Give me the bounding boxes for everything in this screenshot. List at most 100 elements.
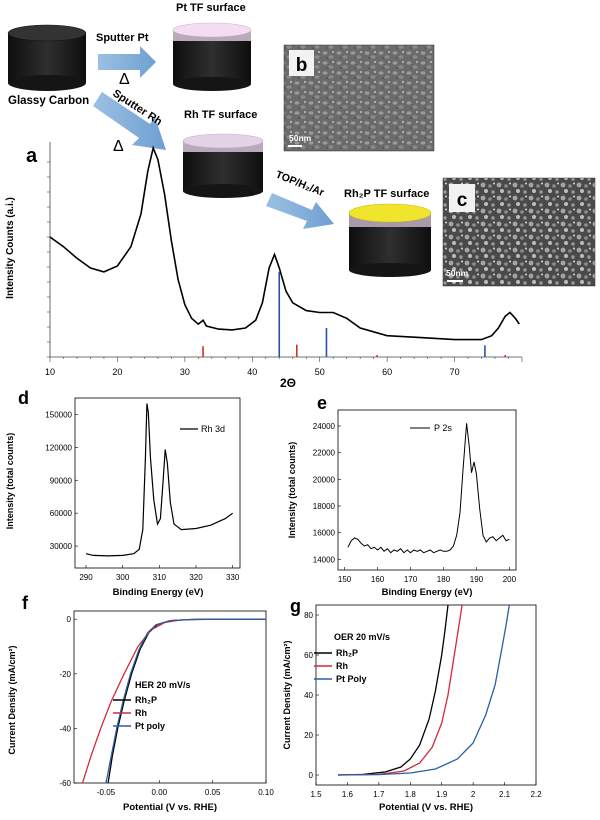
top-process-label: TOP/H₂/Ar bbox=[274, 169, 326, 199]
chart-e-legend-label: P 2s bbox=[434, 423, 452, 433]
chart-f-series-line-2 bbox=[105, 618, 266, 783]
chart-g-xlabel: Potential (V vs. RHE) bbox=[379, 802, 473, 813]
chart-d-y-tick-label: 120000 bbox=[45, 443, 72, 452]
chart-g-oer: 1.5 1.6 1.7 1.8 1.9 2 2.1 2.2 0 20 40 60 80 OER 20 m… bbox=[282, 604, 542, 813]
chart-g-y-tick-label: 60 bbox=[304, 651, 313, 660]
chart-g-x-tick-label: 1.7 bbox=[373, 790, 385, 799]
chart-f-y-tick-label: -40 bbox=[59, 724, 71, 733]
chart-a-x-tick-label: 60 bbox=[382, 367, 392, 377]
glassy-carbon-label: Glassy Carbon bbox=[8, 95, 89, 107]
chart-f-frame bbox=[73, 610, 267, 784]
chart-g-series-line-2 bbox=[337, 605, 510, 776]
delta-symbol-rh: Δ bbox=[113, 138, 124, 155]
chart-a-x-tick-label: 40 bbox=[247, 367, 257, 377]
chart-g-x-tick-label: 1.5 bbox=[310, 790, 322, 799]
chart-f-x-tick-label: 0.05 bbox=[205, 788, 221, 797]
chart-g-y-tick-label: 80 bbox=[304, 611, 313, 620]
chart-g-legend-label-1: Rh bbox=[336, 661, 348, 671]
chart-f-x-tick-label: -0.05 bbox=[97, 788, 116, 797]
chart-e-y-tick-label: 16000 bbox=[313, 529, 336, 538]
chart-g-series-line-1 bbox=[337, 605, 463, 776]
chart-e-x-tick-label: 190 bbox=[470, 575, 484, 584]
chart-f-legend-label-0: Rh₂P bbox=[135, 695, 157, 705]
panel-label-f: f bbox=[22, 593, 29, 613]
chart-f-x-tick-label: 0.00 bbox=[152, 788, 168, 797]
panel-label-e: e bbox=[317, 393, 327, 413]
chart-a-xrd: 10 20 30 40 50 60 70 Intensity Counts (a.i.) 2… bbox=[5, 142, 523, 390]
panel-label-g: g bbox=[290, 596, 301, 616]
arrow-sputter-pt bbox=[98, 46, 156, 78]
chart-a-x-tick-label: 70 bbox=[450, 367, 460, 377]
chart-g-x-tick-label: 2 bbox=[471, 790, 476, 799]
panel-label-a: a bbox=[26, 145, 38, 167]
chart-f-xlabel: Potential (V vs. RHE) bbox=[123, 802, 217, 813]
rh2p-cylinder bbox=[348, 203, 432, 277]
chart-g-x-tick-label: 2.1 bbox=[499, 790, 511, 799]
chart-f-y-tick-label: 0 bbox=[67, 615, 72, 624]
pt-cylinder bbox=[172, 22, 252, 91]
chart-f-x-tick-label: 0.10 bbox=[258, 788, 274, 797]
chart-a-x-tick-label: 50 bbox=[315, 367, 325, 377]
chart-d-x-tick-label: 290 bbox=[79, 573, 93, 582]
chart-e-ylabel: Intensity (total counts) bbox=[287, 442, 297, 539]
chart-d-x-tick-label: 310 bbox=[153, 573, 167, 582]
sem-c-panel-label: c bbox=[457, 190, 468, 211]
chart-d-xlabel: Binding Energy (eV) bbox=[113, 587, 204, 598]
sem-b-scale-label: 50nm bbox=[289, 133, 312, 143]
chart-g-y-tick-label: 0 bbox=[309, 771, 314, 780]
chart-e-x-tick-label: 170 bbox=[404, 575, 418, 584]
sem-b-panel-label: b bbox=[296, 55, 308, 76]
arrow-sputter-rh bbox=[93, 92, 166, 150]
chart-e-x-tick-label: 160 bbox=[371, 575, 385, 584]
chart-e-x-tick-label: 150 bbox=[338, 575, 352, 584]
chart-d-rh3d: 290 300 310 320 330 30000 60000 90000 120000 1500… bbox=[5, 397, 241, 598]
glassy-carbon-cylinder bbox=[7, 24, 87, 91]
chart-e-y-tick-label: 14000 bbox=[313, 555, 336, 564]
chart-d-x-tick-label: 330 bbox=[226, 573, 240, 582]
chart-f-ylabel: Current Density (mA/cm²) bbox=[7, 645, 17, 754]
chart-g-x-tick-label: 1.6 bbox=[342, 790, 354, 799]
chart-e-p2s-series-line bbox=[347, 423, 510, 554]
chart-d-frame bbox=[74, 397, 241, 569]
chart-a-xlabel: 2Θ bbox=[280, 376, 296, 390]
chart-d-legend-label: Rh 3d bbox=[201, 424, 225, 434]
chart-a-ylabel: Intensity Counts (a.i.) bbox=[5, 197, 16, 299]
chart-a-x-tick-label: 30 bbox=[180, 367, 190, 377]
sem-c-scale-label: 50nm bbox=[446, 268, 469, 278]
chart-d-x-tick-label: 300 bbox=[116, 573, 130, 582]
chart-d-y-tick-label: 30000 bbox=[50, 542, 73, 551]
chart-d-y-tick-label: 60000 bbox=[50, 509, 73, 518]
chart-a-x-tick-label: 20 bbox=[112, 367, 122, 377]
sputter-pt-label: Sputter Pt bbox=[96, 32, 149, 44]
rh2p-surface-label: Rh₂P TF surface bbox=[344, 188, 429, 200]
chart-g-legend-label-0: Rh₂P bbox=[336, 648, 358, 658]
arrow-top-process bbox=[266, 193, 334, 229]
chart-e-y-tick-label: 22000 bbox=[313, 449, 336, 458]
pt-surface-label: Pt TF surface bbox=[176, 2, 246, 14]
chart-g-x-tick-label: 1.9 bbox=[436, 790, 448, 799]
chart-f-series-line-1 bbox=[81, 618, 266, 783]
chart-e-xlabel: Binding Energy (eV) bbox=[382, 587, 473, 598]
chart-g-y-tick-label: 20 bbox=[304, 731, 313, 740]
chart-f-y-tick-label: -20 bbox=[59, 670, 71, 679]
chart-f-y-tick-label: -60 bbox=[59, 779, 71, 788]
chart-g-legend-label-2: Pt Poly bbox=[336, 674, 367, 684]
sem-image-c: c 50nm bbox=[442, 177, 596, 287]
chart-f-legend-title: HER 20 mV/s bbox=[135, 680, 191, 690]
chart-a-x-tick-label: 10 bbox=[45, 367, 55, 377]
chart-g-y-tick-label: 40 bbox=[304, 691, 313, 700]
chart-a-xrd-series-line bbox=[49, 145, 520, 341]
panel-label-d: d bbox=[18, 388, 29, 408]
chart-d-ylabel: Intensity (total counts) bbox=[5, 433, 15, 530]
chart-e-y-tick-label: 24000 bbox=[313, 422, 336, 431]
chart-e-frame bbox=[337, 409, 517, 571]
chart-f-series-line-0 bbox=[107, 618, 266, 783]
chart-e-p2s: 150 160 170 180 190 200 14000 16000 18000 20000 22… bbox=[287, 409, 517, 598]
chart-d-rh3d-series-line bbox=[85, 403, 234, 557]
chart-g-ylabel: Current Density (mA/cm²) bbox=[282, 640, 292, 749]
sem-image-b: b 50nm bbox=[283, 44, 435, 152]
chart-e-y-tick-label: 20000 bbox=[313, 475, 336, 484]
chart-e-x-tick-label: 200 bbox=[503, 575, 517, 584]
chart-f-legend-label-1: Rh bbox=[135, 708, 147, 718]
